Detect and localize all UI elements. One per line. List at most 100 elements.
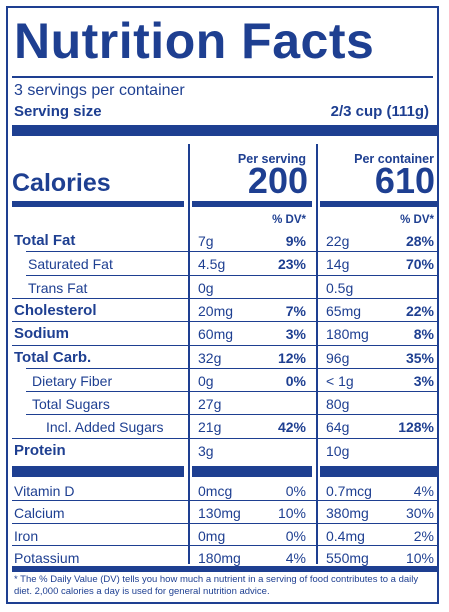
vitamin-row-container-amount: 550mg [326,549,369,566]
nutrient-row-container-amount: 180mg [326,326,369,343]
vitamins-bar-label [12,466,184,477]
nutrient-row-serving-amount: 7g [198,233,214,249]
nutrient-row-container-amount: 96g [326,349,350,366]
vitamin-row-divider [12,522,437,524]
nutrient-row-label: Incl. Added Sugars [46,419,164,436]
per-serving-header: Per serving [237,152,306,166]
nutrient-row-divider [26,274,437,276]
calories-bar-serving [192,201,312,207]
nutrient-row-serving-dv: 0% [285,372,306,389]
nutrient-row-serving-dv: 23% [277,256,306,273]
nutrient-row-serving-amount: 21g [198,419,222,436]
serving-size-value: 2/3 cup (111g) [330,103,429,120]
vitamin-row-serving-amount: 130mg [198,505,241,522]
nutrient-row-serving-amount: 3g [198,442,214,459]
title-divider [12,76,433,78]
nutrient-row-serving-amount: 0g [198,372,214,389]
nutrient-row-container-dv: 128% [398,419,434,436]
vitamin-row-container-dv: 30% [405,505,434,522]
vitamin-row-serving-amount: 180mg [198,549,241,566]
vitamin-row-label: Potassium [14,549,80,566]
nutrient-row-label: Dietary Fiber [32,372,113,389]
calories-per-container: 610 [374,160,435,201]
nutrient-row-container-dv: 3% [413,372,434,389]
nutrient-row-container-dv: 35% [405,349,434,366]
vitamin-row-serving-amount: 0mcg [198,483,233,499]
nutrient-row-container-amount: 0.5g [326,279,354,296]
vitamin-row-serving-dv: 10% [277,505,306,522]
serving-thick-bar [12,125,437,136]
vitamin-row-container-dv: 2% [413,527,434,544]
nutrient-row-divider [12,321,437,323]
nutrient-row-container-amount: 10g [326,442,350,459]
nutrient-row-container-dv: 22% [405,302,434,319]
vitamin-row-serving-dv: 4% [285,549,306,566]
nutrient-row-divider [26,251,437,253]
footnote-bar [12,566,437,572]
vitamin-row-container-dv: 10% [405,549,434,566]
calories-label: Calories [12,169,111,197]
nutrient-row-container-amount: 14g [326,256,350,273]
servings-per-container: 3 servings per container [14,82,185,99]
nutrient-row-serving-amount: 0g [198,279,214,296]
footnote: * The % Daily Value (DV) tells you how m… [14,574,419,597]
vitamin-row-container-amount: 380mg [326,505,369,522]
nutrient-row-divider [26,414,437,416]
label-title: Nutrition Facts [14,13,375,69]
vitamin-row-divider [12,500,437,502]
nutrient-row-container-amount: < 1g [326,372,354,389]
vitamin-row-container-amount: 0.4mg [326,527,365,544]
nutrient-row-serving-amount: 60mg [198,326,234,343]
nutrient-row-divider [26,367,437,369]
nutrient-row-container-amount: 64g [326,419,350,436]
vitamins-bar-serving [192,466,312,477]
vitamin-row-label: Vitamin D [14,483,75,499]
nutrient-row-label: Total Fat [14,232,76,249]
per-container-header: Per container [354,152,434,166]
nutrient-row-label: Saturated Fat [28,256,113,273]
dv-header-container: % DV* [400,214,434,226]
nutrient-row-label: Cholesterol [14,301,97,319]
nutrient-row-serving-dv: 3% [285,326,306,343]
nutrient-row-divider [12,297,437,299]
nutrient-row-divider [12,437,437,439]
nutrient-row-label: Trans Fat [28,279,88,296]
vitamin-row-container-amount: 0.7mcg [326,483,372,499]
nutrient-row-serving-dv: 12% [277,349,306,366]
vitamin-row-serving-amount: 0mg [198,527,226,544]
vitamin-row-container-dv: 4% [413,483,434,499]
calories-per-serving: 200 [247,160,308,201]
nutrient-row-serving-amount: 27g [198,396,222,413]
nutrient-row-divider [26,391,437,393]
serving-size-label: Serving size [14,103,102,120]
nutrient-row-serving-dv: 42% [277,419,306,436]
nutrient-row-label: Total Carb. [14,348,92,366]
column-divider-serving [188,144,190,564]
nutrient-row-label: Protein [14,441,66,459]
nutrient-row-container-amount: 65mg [326,302,362,319]
nutrient-row-container-amount: 22g [326,233,350,249]
vitamin-row-divider [12,544,437,546]
vitamin-row-label: Iron [14,527,39,544]
vitamin-row-label: Calcium [14,505,65,522]
nutrient-row-container-amount: 80g [326,396,350,413]
calories-bar-label [12,201,184,207]
nutrient-row-serving-dv: 7% [285,302,306,319]
column-divider-container [316,144,318,564]
nutrient-row-divider [12,344,437,346]
nutrient-row-label: Total Sugars [32,396,110,413]
nutrient-row-label: Sodium [14,325,69,343]
nutrient-row-serving-amount: 32g [198,349,222,366]
nutrition-facts-label: Nutrition Facts 3 servings per container… [6,6,439,604]
vitamin-row-serving-dv: 0% [285,527,306,544]
dv-header-serving: % DV* [272,214,306,226]
nutrient-row-serving-amount: 4.5g [198,256,226,273]
nutrient-row-container-dv: 70% [405,256,434,273]
vitamin-row-serving-dv: 0% [285,483,306,499]
nutrient-row-serving-dv: 9% [285,233,306,249]
nutrient-row-serving-amount: 20mg [198,302,234,319]
calories-bar-container [320,201,437,207]
nutrient-row-container-dv: 8% [413,326,434,343]
vitamins-bar-container [320,466,437,477]
nutrient-row-container-dv: 28% [405,233,434,249]
